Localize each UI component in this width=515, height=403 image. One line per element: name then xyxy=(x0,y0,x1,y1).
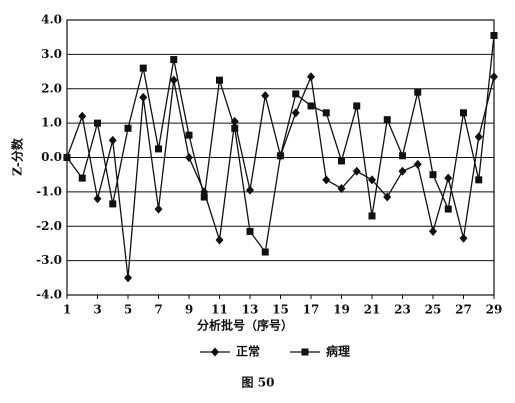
marker xyxy=(490,72,498,82)
marker xyxy=(429,171,437,179)
marker xyxy=(399,152,406,160)
y-tick-label: 3.0 xyxy=(41,47,62,61)
x-tick-label: 3 xyxy=(93,303,101,317)
marker xyxy=(368,212,376,220)
marker xyxy=(353,102,361,110)
marker xyxy=(200,193,208,201)
legend-label: 正常 xyxy=(236,344,260,359)
marker xyxy=(307,102,315,110)
x-tick-label: 1 xyxy=(63,303,71,317)
x-tick-label: 23 xyxy=(394,303,411,317)
marker xyxy=(261,248,269,256)
marker xyxy=(261,91,270,101)
marker xyxy=(475,176,483,184)
marker xyxy=(398,166,407,176)
chart-title: 图 50 xyxy=(242,376,275,390)
x-tick-label: 7 xyxy=(154,303,162,317)
x-tick-label: 19 xyxy=(333,303,350,317)
marker xyxy=(78,174,86,182)
marker xyxy=(292,90,300,98)
x-axis-label: 分析批号（序号） xyxy=(197,318,293,333)
marker xyxy=(124,273,132,283)
marker xyxy=(211,347,219,357)
marker xyxy=(322,109,330,117)
y-tick-label: -3.0 xyxy=(36,253,62,267)
marker xyxy=(277,152,284,160)
marker xyxy=(139,64,147,72)
marker xyxy=(124,124,132,132)
marker xyxy=(413,159,422,169)
marker xyxy=(444,205,452,213)
x-tick-label: 5 xyxy=(124,303,132,317)
y-tick-label: 1.0 xyxy=(41,116,62,130)
x-tick-label: 17 xyxy=(303,303,320,317)
marker xyxy=(108,135,117,145)
marker xyxy=(216,76,223,84)
marker xyxy=(338,157,345,165)
marker xyxy=(231,124,239,132)
marker xyxy=(322,175,331,185)
marker xyxy=(185,153,193,162)
marker xyxy=(93,194,102,204)
marker xyxy=(154,204,163,214)
marker xyxy=(352,166,361,176)
marker xyxy=(170,56,178,64)
y-tick-label: -1.0 xyxy=(36,184,62,198)
marker xyxy=(301,348,309,356)
marker xyxy=(307,72,315,82)
marker xyxy=(291,108,300,118)
marker xyxy=(246,185,254,195)
marker xyxy=(78,111,87,121)
x-tick-label: 21 xyxy=(364,303,381,317)
marker xyxy=(94,119,101,127)
marker xyxy=(383,192,392,202)
y-tick-label: 4.0 xyxy=(41,13,62,27)
marker xyxy=(63,154,71,161)
marker xyxy=(109,200,117,208)
y-tick-label: -2.0 xyxy=(36,219,62,233)
marker xyxy=(460,109,467,117)
x-tick-label: 11 xyxy=(211,303,228,317)
marker xyxy=(414,88,422,96)
marker xyxy=(169,75,178,85)
marker xyxy=(490,31,498,39)
marker xyxy=(246,227,254,235)
marker xyxy=(337,183,346,193)
marker xyxy=(139,92,148,102)
marker xyxy=(215,235,224,245)
marker xyxy=(459,233,468,243)
x-tick-label: 9 xyxy=(185,303,193,317)
x-tick-label: 13 xyxy=(242,303,259,317)
y-axis-label: Z-分数 xyxy=(10,137,25,176)
x-tick-label: 25 xyxy=(425,303,442,317)
marker xyxy=(444,173,453,183)
legend-label: 病理 xyxy=(326,344,350,359)
x-tick-label: 15 xyxy=(272,303,289,317)
x-tick-label: 29 xyxy=(486,303,503,317)
y-tick-label: 0.0 xyxy=(41,150,62,164)
marker xyxy=(383,116,391,124)
y-tick-label: 2.0 xyxy=(41,81,62,95)
y-tick-label: -4.0 xyxy=(36,288,62,302)
marker xyxy=(429,226,437,236)
marker xyxy=(185,131,193,139)
marker xyxy=(474,132,483,142)
x-tick-label: 27 xyxy=(455,303,472,317)
marker xyxy=(155,145,162,153)
marker xyxy=(368,175,376,185)
